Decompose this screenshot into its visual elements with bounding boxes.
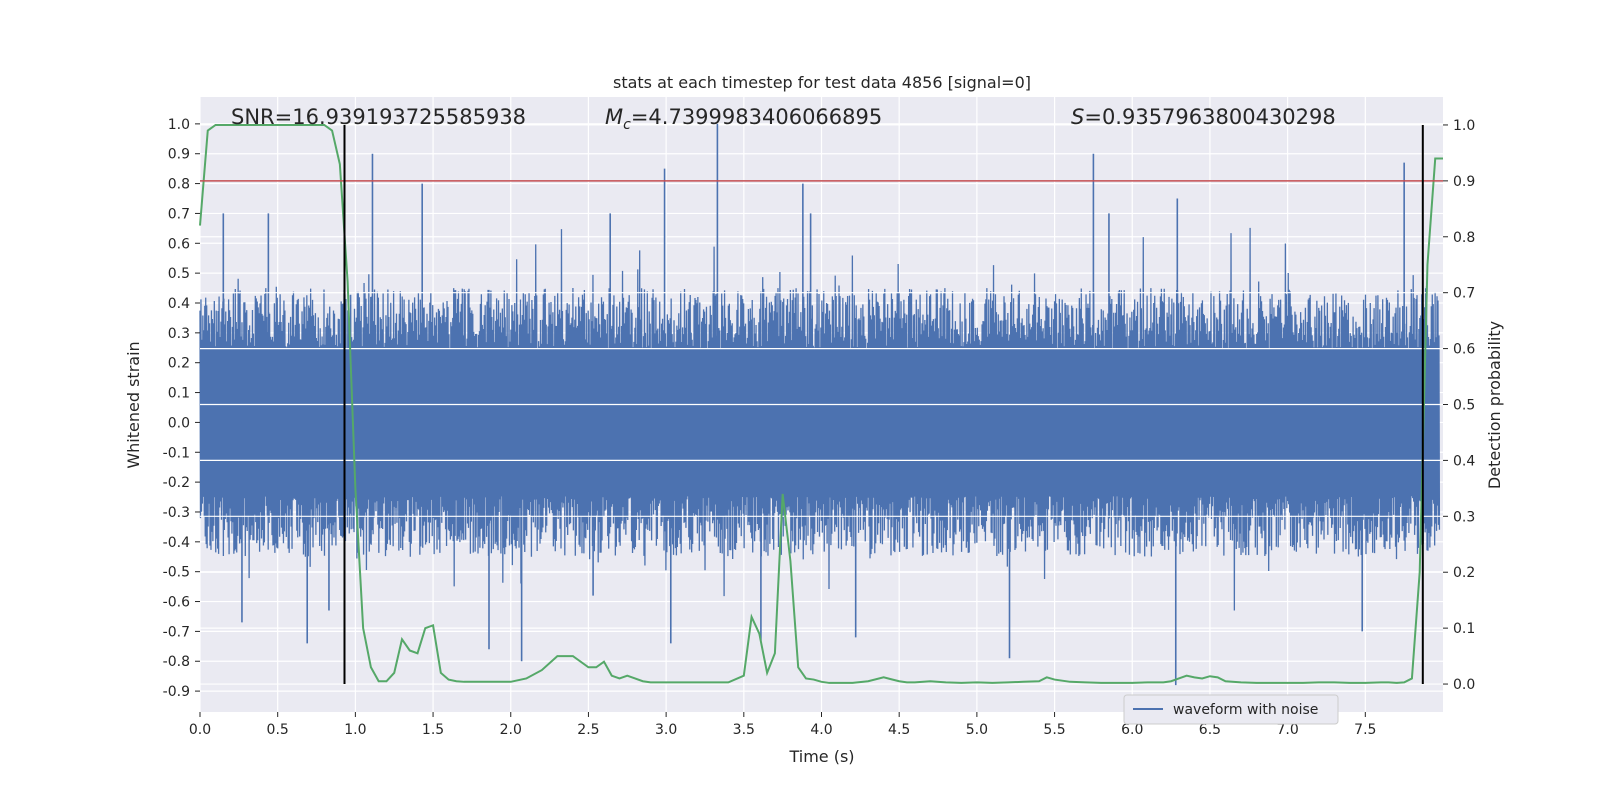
probability-series [199,123,1443,684]
y-tick-label: -0.8 [163,654,190,670]
y-tick-label: -0.7 [163,624,190,640]
x-tick-label: 2.0 [500,722,522,738]
y2-tick-label: 0.4 [1453,453,1475,469]
s-value: =0.9357963800430298 [1084,105,1335,129]
y2-tick-label: 0.0 [1453,677,1475,693]
y-tick-label: 0.4 [168,296,190,312]
x-tick-label: 7.5 [1354,722,1376,738]
axes: 0.0 0.5 1.0 1.5 2.0 2.5 3.0 3.5 4.0 4.5 5.0 5.5 6.0 6… [163,117,1476,738]
x-tick-label: 1.0 [344,722,366,738]
y-tick-label: -0.2 [163,475,190,491]
x-tick-label: 1.5 [422,722,444,738]
y-tick-label: -0.6 [163,595,190,611]
mc-subscript: c [623,117,631,133]
x-tick-label: 7.0 [1276,722,1298,738]
x-tick-label: 3.0 [655,722,677,738]
y2-tick-label: 0.7 [1453,286,1475,302]
y2-tick-label: 0.9 [1453,174,1475,190]
x-tick-label: 2.5 [577,722,599,738]
x-tick-label: 0.5 [267,722,289,738]
snr-annotation: SNR=16.939193725585938 [231,105,526,129]
y-tick-label: 0.2 [168,356,190,372]
x-axis-label: Time (s) [788,747,854,766]
s-symbol: S [1071,105,1084,129]
legend: waveform with noise [1123,694,1339,725]
x-tick-label: 3.5 [733,722,755,738]
legend-box [1123,694,1339,725]
mc-annotation: Mc=4.7399983406066895 [605,105,882,133]
y-tick-label: -0.1 [163,445,190,461]
y-tick-label: -0.4 [163,535,190,551]
y-tick-label: 0.3 [168,326,190,342]
x-tick-label: 5.5 [1043,722,1065,738]
s-annotation: S=0.9357963800430298 [1071,105,1336,129]
probability-line [199,123,1443,684]
y-tick-label: 0.6 [168,236,190,252]
chart-title: stats at each timestep for test data 485… [613,73,1031,92]
y-tick-label: 1.0 [168,117,190,133]
y-tick-label: -0.5 [163,565,190,581]
y-tick-label: 0.1 [168,386,190,402]
y2-tick-label: 0.6 [1453,342,1475,358]
y2-axis-label: Detection probability [1485,321,1504,489]
y-tick-label: -0.3 [163,505,190,521]
y2-tick-label: 0.8 [1453,230,1475,246]
x-tick-label: 6.0 [1121,722,1143,738]
x-tick-label: 6.5 [1199,722,1221,738]
y-tick-label: 0.9 [168,147,190,163]
legend-label: waveform with noise [1173,702,1318,718]
waveform-line [199,227,1441,611]
x-tick-label: 4.0 [810,722,832,738]
y2-tick-label: 0.5 [1453,398,1475,414]
mc-symbol: M [605,105,623,129]
y2-tick-label: 0.1 [1453,621,1475,637]
y-tick-label: 0.8 [168,177,190,193]
x-tick-label: 4.5 [888,722,910,738]
y2-tick-label: 0.2 [1453,565,1475,581]
waveform-series [199,123,1443,686]
y2-tick-label: 1.0 [1453,118,1475,134]
x-tick-label: 0.0 [189,722,211,738]
y-tick-label: -0.9 [163,684,190,700]
y-tick-label: 0.0 [168,415,190,431]
y-tick-label: 0.5 [168,266,190,282]
reference-lines [200,124,1443,685]
y-tick-label: 0.7 [168,206,190,222]
x-tick-label: 5.0 [966,722,988,738]
mc-value: =4.7399983406066895 [631,105,882,129]
y-axis-label: Whitened strain [124,341,143,468]
y2-tick-label: 0.3 [1453,509,1475,525]
